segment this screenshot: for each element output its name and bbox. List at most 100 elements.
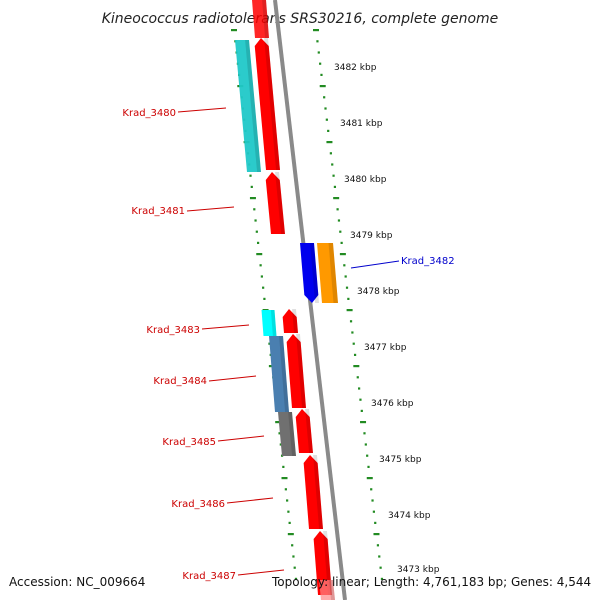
ruler-tick [313,29,319,32]
gene-krad-3483 [261,310,277,336]
ruler-tick [352,342,355,345]
ruler-tick [374,521,377,524]
ruler-tick [358,387,361,390]
ruler-tick [256,253,263,256]
gene-arrow-shade [296,334,306,408]
ruler-tick [339,230,342,233]
gene-arrow-shade [292,309,298,333]
ruler-tick [329,152,332,155]
gene-krad-3480 [235,40,261,172]
gene-features [235,0,338,600]
ruler-tick [360,421,367,424]
ruler-tick [339,253,346,256]
ruler-tick [366,454,369,457]
ruler-tick [249,174,252,177]
ruler-tick [287,533,294,536]
ruler-tick [292,555,295,558]
ruler-tick [373,533,380,536]
ruler-tick [379,566,382,569]
scale-labels: 3482 kbp 3481 kbp 3480 kbp 3479 kbp 3478 kbp… [334,63,440,575]
ruler-tick [353,365,360,368]
ruler-tick [231,29,237,32]
gene-krad-3485 [278,412,296,456]
ruler-tick [255,230,258,233]
ruler-tick [372,510,375,513]
ruler-tick [281,477,288,480]
gene-label[interactable]: Krad_3480 [122,108,176,119]
ruler-tick [319,85,326,88]
ruler-tick [282,465,285,468]
gene-label[interactable]: Krad_3482 [401,256,455,267]
gene-arrow-shade [262,0,269,38]
gene-arrow [254,38,280,170]
ruler-tick [256,241,260,244]
gene-arrow-shade [305,409,313,453]
ruler-tick [327,129,330,132]
gene-arrow-shade [329,580,335,600]
ruler-tick [336,208,339,211]
scale-label: 3480 kbp [344,175,387,185]
ruler-tick [333,197,340,200]
ruler-tick [331,163,334,166]
gene-krad-3486-shade [313,455,323,529]
ruler-tick [288,521,291,524]
ruler-tick [287,510,290,513]
gene-label[interactable]: Krad_3486 [171,499,225,510]
ruler-tick [378,555,381,558]
ruler-tick [364,443,367,446]
ruler-tick [380,577,384,580]
gene-label-connector [237,569,285,576]
ruler-tick [353,353,357,356]
ruler-tick [340,241,343,244]
ruler-tick [323,96,326,99]
ruler-tick [345,286,349,289]
gene-label-connector [186,206,235,212]
ruler-tick [262,286,265,289]
gene-label[interactable]: Krad_3487 [182,571,236,582]
scale-label: 3482 kbp [334,63,377,73]
gene-label[interactable]: Krad_3485 [162,437,216,448]
ruler-tick [279,443,282,446]
gene-label[interactable]: Krad_3481 [131,206,185,217]
gene-krad-3481-shade [275,172,285,234]
ruler-tick [316,40,319,43]
scale-label: 3479 kbp [350,231,393,241]
gene-label[interactable]: Krad_3483 [146,325,200,336]
ruler-tick [347,297,350,300]
gene-label-connector [226,497,274,504]
ruler-tick [356,376,359,379]
ruler-tick [376,544,380,547]
ruler-tick [346,309,353,312]
gene-krad-3480-shade [245,40,261,172]
gene-label-connector [217,435,265,442]
ruler-tick [319,62,322,65]
scale-label: 3478 kbp [357,287,400,297]
gene-label-connector [350,260,400,269]
gene-arrow [252,0,269,38]
gene-krad-3482-shade [310,243,319,303]
ruler-tick [293,566,296,569]
ruler-tick [332,174,335,177]
gene-krad-3487 [313,531,332,595]
ruler-tick [371,499,374,502]
ruler-tick [366,477,373,480]
ruler-tick [254,219,257,222]
gene-label-connector [177,107,227,113]
gene-krad-3481 [265,172,285,234]
ruler-tick [268,342,271,345]
scale-label: 3473 kbp [397,565,440,575]
ruler-tick [325,118,328,121]
gene-krad-3483-shade [270,310,277,336]
gene-arrow [319,580,335,600]
gene-label[interactable]: Krad_3484 [153,376,207,387]
ruler-tick [291,544,294,547]
ruler-tick [320,73,323,76]
gene-krad-3486 [303,455,323,529]
gene-label-connector [201,324,250,330]
ruler-tick [359,398,362,401]
gene-arrow [286,334,306,408]
gene-label-connector [208,375,257,382]
genome-title: Kineococcus radiotolerans SRS30216, comp… [102,11,499,27]
ruler-tick [324,107,327,110]
